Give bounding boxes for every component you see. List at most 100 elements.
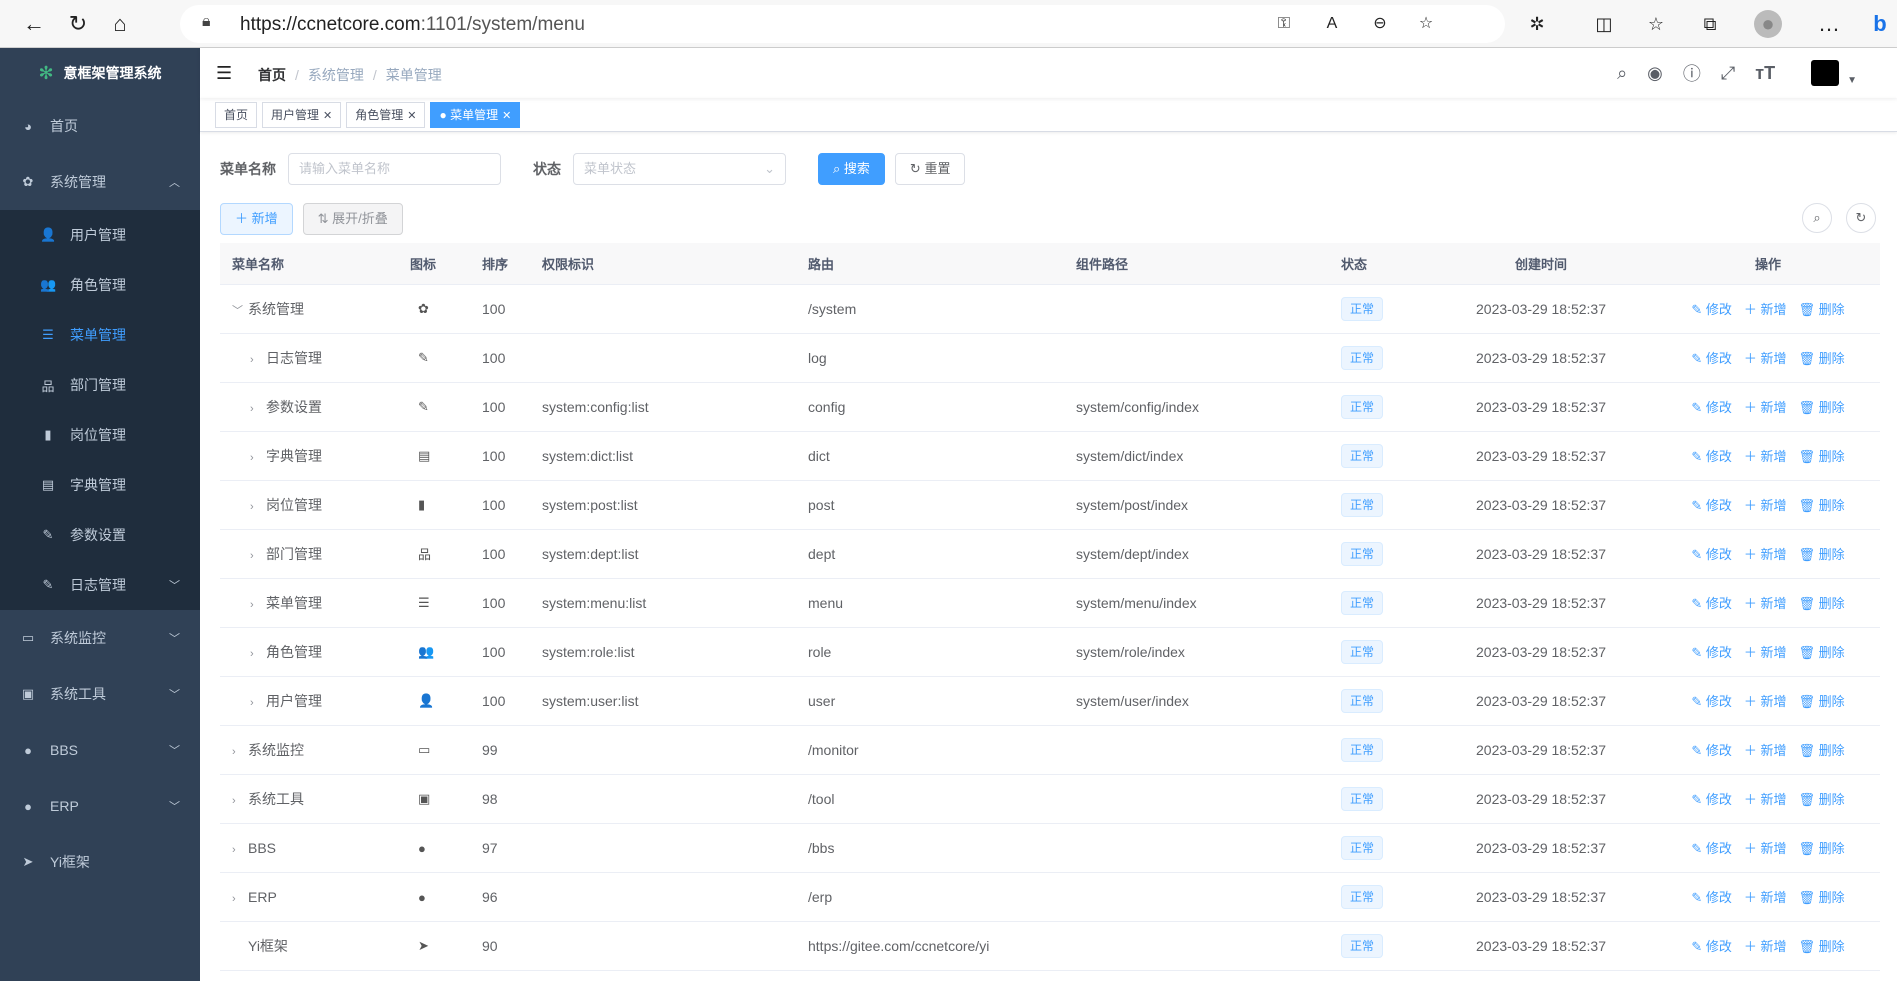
close-icon[interactable]: ✕ xyxy=(407,110,417,122)
edit-button[interactable]: ✎ 修改 xyxy=(1691,547,1732,562)
edit-button[interactable]: ✎ 修改 xyxy=(1691,596,1732,611)
expand-toggle-icon[interactable]: › xyxy=(250,451,254,464)
expand-toggle-icon[interactable]: › xyxy=(250,549,254,562)
add-child-button[interactable]: ＋ 新增 xyxy=(1743,596,1787,611)
edit-button[interactable]: ✎ 修改 xyxy=(1691,694,1732,709)
add-child-button[interactable]: ＋ 新增 xyxy=(1743,890,1787,905)
split-screen-icon[interactable]: ◫ xyxy=(1595,14,1613,34)
sidebar-item[interactable]: ➤ Yi框架 xyxy=(0,834,200,890)
delete-button[interactable]: 🗑︎ 删除 xyxy=(1798,792,1845,807)
caret-down-icon[interactable]: ▼ xyxy=(1847,74,1857,86)
edit-button[interactable]: ✎ 修改 xyxy=(1691,449,1732,464)
close-icon[interactable]: ✕ xyxy=(323,110,333,122)
profile-icon[interactable]: ● xyxy=(1754,10,1782,38)
expand-collapse-button[interactable]: ⇅ 展开/折叠 xyxy=(302,203,403,235)
delete-button[interactable]: 🗑︎ 删除 xyxy=(1798,694,1845,709)
delete-button[interactable]: 🗑︎ 删除 xyxy=(1798,743,1845,758)
edit-button[interactable]: ✎ 修改 xyxy=(1691,890,1732,905)
delete-button[interactable]: 🗑︎ 删除 xyxy=(1798,351,1845,366)
expand-toggle-icon[interactable]: › xyxy=(232,745,236,758)
refresh-icon[interactable]: ↻ xyxy=(68,11,88,36)
read-aloud-icon[interactable]: A xyxy=(1326,15,1338,32)
url-text[interactable]: https://ccnetcore.com:1101/system/menu xyxy=(240,14,585,35)
breadcrumb-item[interactable]: 首页 xyxy=(258,67,286,83)
search-icon[interactable]: ⌕ xyxy=(1617,62,1628,83)
home-icon[interactable]: ⌂ xyxy=(113,11,127,36)
add-child-button[interactable]: ＋ 新增 xyxy=(1743,400,1787,415)
add-child-button[interactable]: ＋ 新增 xyxy=(1743,498,1787,513)
add-child-button[interactable]: ＋ 新增 xyxy=(1743,449,1787,464)
bing-icon[interactable]: b xyxy=(1873,11,1887,36)
expand-toggle-icon[interactable]: › xyxy=(250,696,254,709)
add-child-button[interactable]: ＋ 新增 xyxy=(1743,302,1787,317)
add-child-button[interactable]: ＋ 新增 xyxy=(1743,694,1787,709)
add-child-button[interactable]: ＋ 新增 xyxy=(1743,547,1787,562)
key-icon[interactable]: ⚿ xyxy=(1277,15,1291,32)
delete-button[interactable]: 🗑︎ 删除 xyxy=(1798,302,1845,317)
back-icon[interactable]: ← xyxy=(23,11,45,36)
edit-button[interactable]: ✎ 修改 xyxy=(1691,645,1732,660)
expand-toggle-icon[interactable]: ﹀ xyxy=(232,304,243,317)
edit-button[interactable]: ✎ 修改 xyxy=(1691,743,1732,758)
address-bar[interactable]: 🔒︎ https://ccnetcore.com:1101/system/men… xyxy=(180,5,1505,43)
sidebar-subitem[interactable]: ✎ 参数设置 xyxy=(0,510,200,560)
expand-toggle-icon[interactable]: › xyxy=(232,892,236,905)
sidebar-subitem[interactable]: 品部门管理 xyxy=(41,377,126,394)
favorite-add-icon[interactable]: ☆ xyxy=(1418,15,1434,32)
delete-button[interactable]: 🗑︎ 删除 xyxy=(1798,890,1845,905)
delete-button[interactable]: 🗑︎ 删除 xyxy=(1798,400,1845,415)
expand-toggle-icon[interactable]: › xyxy=(250,500,254,513)
add-child-button[interactable]: ＋ 新增 xyxy=(1743,743,1787,758)
collections-icon[interactable]: ⧉ xyxy=(1703,14,1717,34)
sidebar-item[interactable]: ✿ 系统管理 ︿ xyxy=(0,154,200,210)
edit-button[interactable]: ✎ 修改 xyxy=(1691,498,1732,513)
avatar[interactable] xyxy=(1811,60,1840,86)
reset-button[interactable]: ↻ 重置 xyxy=(894,153,966,185)
refresh-button[interactable]: ↻ xyxy=(1846,203,1876,233)
expand-toggle-icon[interactable]: › xyxy=(250,402,254,415)
help-icon[interactable]: ⓘ xyxy=(1682,64,1701,84)
delete-button[interactable]: 🗑︎ 删除 xyxy=(1798,596,1845,611)
expand-toggle-icon[interactable]: › xyxy=(232,843,236,856)
edit-button[interactable]: ✎ 修改 xyxy=(1691,792,1732,807)
edit-button[interactable]: ✎ 修改 xyxy=(1691,841,1732,856)
sidebar-subitem[interactable]: 👥 角色管理 xyxy=(40,277,126,293)
sidebar-subitem[interactable]: ☰ 菜单管理 xyxy=(0,310,200,360)
sidebar-item[interactable]: ▣ 系统工具 ﹀ xyxy=(21,686,180,702)
fullscreen-icon[interactable]: ⤢ xyxy=(1720,62,1736,83)
sidebar-item[interactable]: ● BBS ﹀ xyxy=(0,722,200,778)
sidebar-subitem[interactable]: ▮ 岗位管理 xyxy=(0,410,200,460)
tab-0[interactable]: 首页 xyxy=(215,102,258,128)
sidebar-subitem[interactable]: ✎ 日志管理 ﹀ xyxy=(0,560,200,610)
delete-button[interactable]: 🗑︎ 删除 xyxy=(1798,547,1845,562)
sidebar-subitem[interactable]: ▤ 字典管理 xyxy=(41,477,126,493)
edit-button[interactable]: ✎ 修改 xyxy=(1691,400,1732,415)
tab-3[interactable]: ● 菜单管理 ✕ xyxy=(430,102,521,128)
more-icon[interactable]: … xyxy=(1818,11,1840,36)
add-button[interactable]: ＋ 新增 xyxy=(220,203,293,235)
expand-toggle-icon[interactable]: › xyxy=(232,794,236,807)
tab-1[interactable]: 用户管理 ✕ xyxy=(262,102,342,128)
add-child-button[interactable]: ＋ 新增 xyxy=(1743,841,1787,856)
expand-toggle-icon[interactable]: › xyxy=(250,353,254,366)
add-child-button[interactable]: ＋ 新增 xyxy=(1743,939,1787,954)
toggle-search-button[interactable]: ⌕ xyxy=(1802,203,1832,233)
edit-button[interactable]: ✎ 修改 xyxy=(1691,302,1732,317)
status-select[interactable]: 菜单状态 ⌄ xyxy=(573,153,786,185)
font-size-icon[interactable]: тT xyxy=(1755,62,1776,83)
add-child-button[interactable]: ＋ 新增 xyxy=(1743,351,1787,366)
delete-button[interactable]: 🗑︎ 删除 xyxy=(1798,939,1845,954)
delete-button[interactable]: 🗑︎ 删除 xyxy=(1798,449,1845,464)
hamburger-icon[interactable]: ☰ xyxy=(216,63,233,83)
extensions-icon[interactable]: ✲ xyxy=(1529,14,1545,34)
delete-button[interactable]: 🗑︎ 删除 xyxy=(1798,645,1845,660)
expand-toggle-icon[interactable]: › xyxy=(250,598,254,611)
sidebar-item[interactable]: ● ERP ﹀ xyxy=(0,778,200,834)
menu-name-input[interactable]: 请输入菜单名称 xyxy=(288,153,501,185)
github-icon[interactable]: ◉ xyxy=(1647,62,1663,83)
edit-button[interactable]: ✎ 修改 xyxy=(1691,351,1732,366)
edit-button[interactable]: ✎ 修改 xyxy=(1691,939,1732,954)
sidebar-item[interactable]: ◕ 首页 xyxy=(0,98,200,154)
favorites-icon[interactable]: ☆ xyxy=(1647,14,1665,34)
tab-2[interactable]: 角色管理 ✕ xyxy=(346,102,426,128)
